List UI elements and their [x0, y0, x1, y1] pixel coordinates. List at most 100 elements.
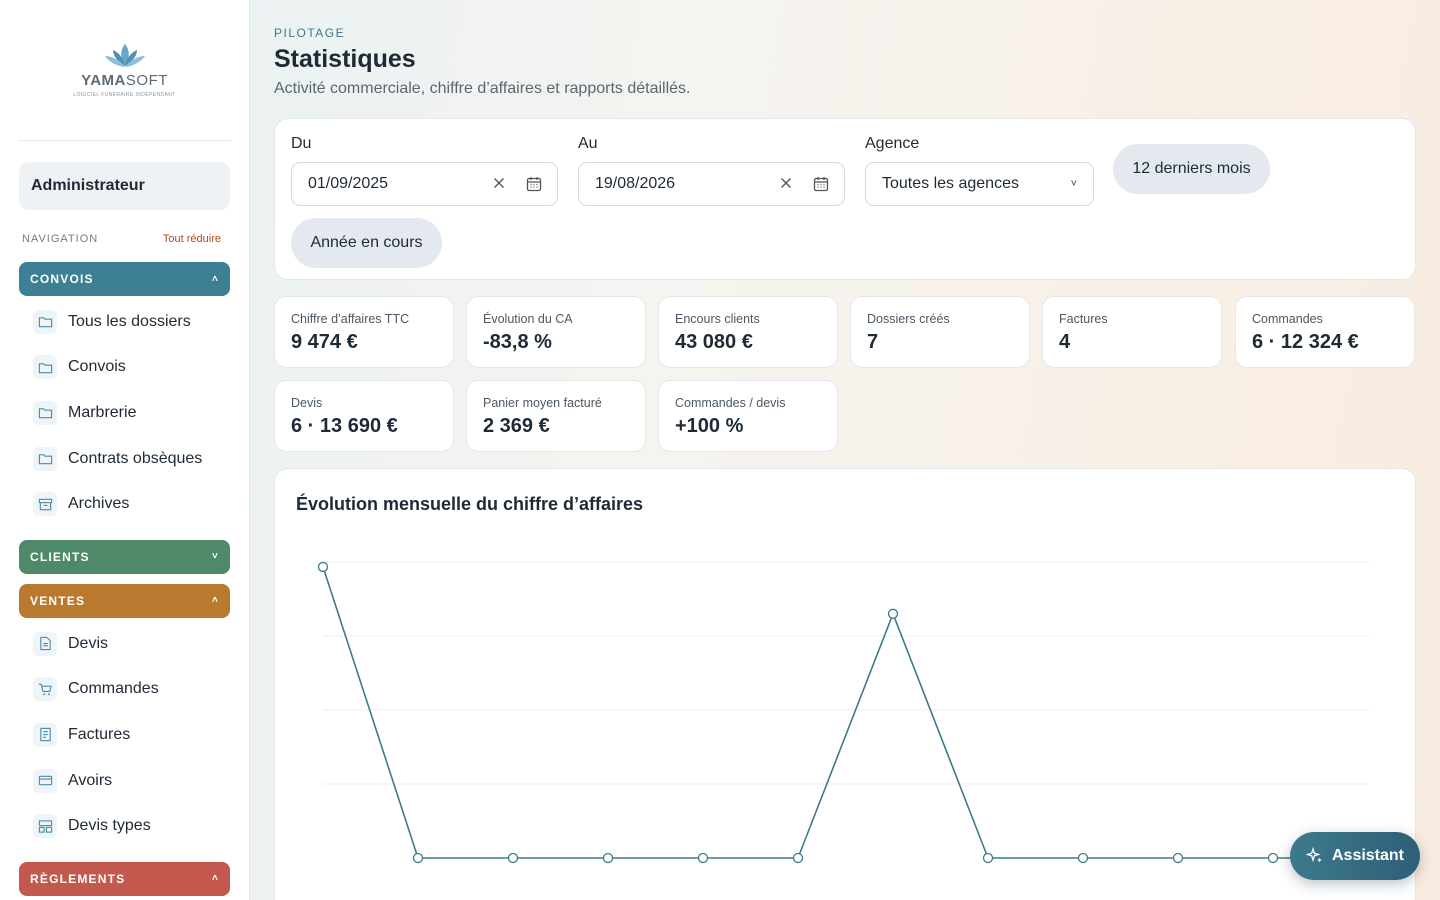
kpi-card-quotes: Devis 6 · 13 690 € — [274, 380, 454, 452]
sidebar-item-label: Avoirs — [68, 771, 113, 789]
to-date-value: 19/08/2026 — [595, 175, 676, 192]
sidebar-item-label: Commandes — [68, 680, 159, 698]
kpi-label: Factures — [1059, 312, 1108, 326]
kpi-label: Commandes — [1252, 312, 1323, 326]
chevron-down-icon: ˅ — [1070, 178, 1077, 190]
collapse-all-link[interactable]: Tout réduire — [162, 233, 221, 245]
folder-icon — [33, 400, 57, 425]
chart-point-5[interactable] — [792, 852, 804, 864]
sidebar-item-factures[interactable]: Factures — [19, 712, 230, 758]
kpi-value: 4 — [1059, 331, 1071, 353]
chart-series-line — [322, 566, 1368, 859]
to-date-input[interactable]: 19/08/2026 — [578, 162, 845, 206]
chevron-down-icon: ˅ — [211, 551, 219, 563]
sidebar-item-archives[interactable]: Archives — [19, 481, 230, 527]
credit-card-icon — [33, 768, 57, 793]
sidebar-item-avoirs[interactable]: Avoirs — [19, 758, 230, 804]
from-date-input[interactable]: 01/09/2025 — [291, 162, 558, 206]
filters-panel: Du 01/09/2025 Au 19/08/2026 Agence Toute… — [274, 118, 1416, 280]
agency-value: Toutes les agences — [882, 175, 1019, 192]
sidebar-item-commandes[interactable]: Commandes — [19, 667, 230, 713]
chevron-up-icon: ˄ — [211, 873, 219, 885]
calendar-icon[interactable] — [525, 175, 543, 193]
kpi-label: Encours clients — [675, 312, 760, 326]
chart-point-0[interactable] — [317, 561, 329, 573]
sidebar-divider — [18, 140, 231, 141]
kpi-value: 7 — [867, 331, 879, 353]
chart-point-7[interactable] — [982, 852, 994, 864]
kpi-card-outstanding: Encours clients 43 080 € — [658, 296, 838, 368]
kpi-label: Chiffre d’affaires TTC — [291, 312, 410, 326]
preset-current-year-button[interactable]: Année en cours — [291, 218, 442, 268]
folder-icon — [33, 355, 57, 380]
chart-point-3[interactable] — [602, 852, 614, 864]
section-clients[interactable]: CLIENTS ˅ — [19, 539, 230, 574]
agency-select[interactable]: Toutes les agences ˅ — [865, 162, 1094, 206]
sidebar-item-devis-types[interactable]: Devis types — [19, 803, 230, 849]
kpi-label: Dossiers créés — [867, 312, 950, 326]
kpi-card-average-basket: Panier moyen facturé 2 369 € — [466, 380, 646, 452]
kpi-value: 6 · 13 690 € — [291, 415, 398, 437]
section-ventes[interactable]: VENTES ˄ — [19, 583, 230, 618]
logo[interactable]: YAMASOFT LOGICIEL FUNÉRAIRE INDÉPENDANT — [0, 0, 249, 140]
chevron-up-icon: ˄ — [211, 273, 219, 285]
logo-brand-b: SOFT — [125, 72, 168, 89]
from-date-label: Du — [291, 135, 312, 152]
to-date-label: Au — [578, 135, 598, 152]
clear-icon[interactable] — [491, 175, 507, 191]
kpi-label: Évolution du CA — [483, 312, 573, 326]
sidebar-item-label: Devis — [68, 634, 109, 652]
preset-12-months-button[interactable]: 12 derniers mois — [1113, 144, 1270, 194]
assistant-button[interactable]: Assistant — [1290, 832, 1420, 880]
nav-label: NAVIGATION — [22, 233, 99, 245]
sidebar-item-label: Tous les dossiers — [68, 312, 191, 330]
sidebar-item-label: Archives — [68, 495, 130, 513]
sidebar-item-convois[interactable]: Convois — [19, 345, 230, 391]
section-ventes-label: VENTES — [30, 593, 86, 608]
sidebar-item-label: Marbrerie — [68, 403, 137, 421]
calendar-icon[interactable] — [812, 175, 830, 193]
chevron-up-icon: ˄ — [211, 595, 219, 607]
section-convois-label: CONVOIS — [30, 272, 94, 286]
lotus-icon — [104, 44, 145, 67]
kpi-card-revenue-evolution: Évolution du CA -83,8 % — [466, 296, 646, 368]
kpi-value: 43 080 € — [675, 331, 753, 353]
archive-icon — [33, 492, 57, 517]
kpi-value: 9 474 € — [291, 331, 358, 353]
chart-point-10[interactable] — [1267, 852, 1279, 864]
sparkle-icon — [1305, 847, 1322, 863]
page-subtitle: Activité commerciale, chiffre d’affaires… — [274, 80, 691, 97]
section-convois[interactable]: CONVOIS ˄ — [19, 262, 230, 296]
sidebar-item-devis[interactable]: Devis — [19, 621, 230, 667]
folder-icon — [33, 309, 57, 334]
revenue-line-chart — [317, 561, 1374, 864]
kpi-card-orders: Commandes 6 · 12 324 € — [1235, 296, 1415, 368]
sidebar-item-marbrerie[interactable]: Marbrerie — [19, 390, 230, 436]
revenue-chart-card: Évolution mensuelle du chiffre d’affaire… — [274, 468, 1416, 900]
sidebar-item-contrats-obseques[interactable]: Contrats obsèques — [19, 436, 230, 482]
kpi-label: Devis — [291, 396, 323, 410]
chart-point-2[interactable] — [507, 852, 519, 864]
chart-point-6[interactable] — [887, 608, 899, 619]
section-reglements[interactable]: RÈGLEMENTS ˄ — [19, 861, 230, 896]
user-role[interactable]: Administrateur — [19, 162, 230, 210]
logo-tagline: LOGICIEL FUNÉRAIRE INDÉPENDANT — [73, 92, 176, 98]
chart-point-9[interactable] — [1172, 852, 1184, 864]
kpi-value: 6 · 12 324 € — [1252, 331, 1359, 353]
from-date-value: 01/09/2025 — [308, 175, 389, 192]
kpi-card-files-created: Dossiers créés 7 — [850, 296, 1030, 368]
chart-title: Évolution mensuelle du chiffre d’affaire… — [296, 494, 644, 514]
sidebar-item-label: Convois — [68, 358, 126, 376]
sidebar-item-label: Factures — [68, 725, 131, 743]
chart-point-8[interactable] — [1077, 852, 1089, 864]
section-reglements-label: RÈGLEMENTS — [30, 871, 126, 886]
clear-icon[interactable] — [778, 175, 794, 191]
chart-point-4[interactable] — [697, 852, 709, 864]
kpi-value: +100 % — [675, 415, 744, 437]
kpi-card-invoices: Factures 4 — [1042, 296, 1222, 368]
cart-icon — [33, 677, 57, 702]
page-title: Statistiques — [274, 45, 416, 73]
logo-brand-a: YAMA — [81, 72, 126, 89]
sidebar-item-tous-les-dossiers[interactable]: Tous les dossiers — [19, 299, 230, 345]
chart-point-1[interactable] — [412, 852, 424, 864]
